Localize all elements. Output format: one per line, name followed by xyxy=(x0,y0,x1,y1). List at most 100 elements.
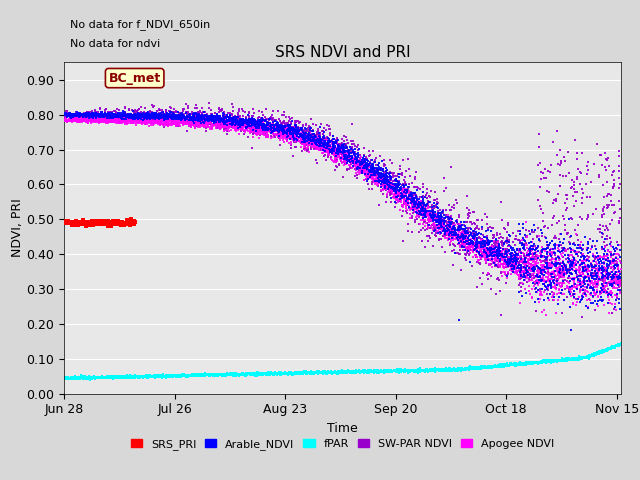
Point xyxy=(511,263,521,271)
Point xyxy=(140,372,150,380)
Point xyxy=(304,141,314,148)
Point xyxy=(305,136,316,144)
Point xyxy=(426,211,436,218)
Point xyxy=(104,110,114,118)
Point xyxy=(478,236,488,243)
Point xyxy=(509,269,519,276)
Point xyxy=(590,280,600,288)
Point xyxy=(563,270,573,277)
Point xyxy=(213,119,223,126)
Point xyxy=(543,356,554,364)
Point xyxy=(499,254,509,262)
Point xyxy=(358,368,368,376)
Point xyxy=(159,372,170,380)
Point xyxy=(98,373,108,381)
Point xyxy=(387,169,397,177)
Point xyxy=(287,127,298,135)
Point xyxy=(410,205,420,213)
Point xyxy=(437,219,447,227)
Point xyxy=(572,283,582,290)
Point xyxy=(548,357,558,365)
Point xyxy=(172,372,182,380)
Point xyxy=(189,117,200,124)
Point xyxy=(77,115,87,122)
Point xyxy=(259,370,269,378)
Point xyxy=(444,367,454,375)
Point xyxy=(154,115,164,122)
Point xyxy=(324,369,335,376)
Point xyxy=(438,226,449,234)
Point xyxy=(194,111,204,119)
Point xyxy=(508,268,518,276)
Point xyxy=(159,118,170,126)
Point xyxy=(231,121,241,129)
Point xyxy=(159,120,169,127)
Point xyxy=(143,372,153,380)
Point xyxy=(570,356,580,363)
Point xyxy=(360,167,371,175)
Point xyxy=(558,266,568,274)
Point xyxy=(282,130,292,138)
Point xyxy=(490,245,500,253)
Point xyxy=(330,138,340,145)
Point xyxy=(65,375,76,383)
Point xyxy=(263,124,273,132)
Point xyxy=(195,372,205,380)
Point xyxy=(61,374,72,382)
Point xyxy=(558,245,568,252)
Point xyxy=(360,368,370,375)
Point xyxy=(175,113,186,120)
Point xyxy=(540,274,550,281)
Point xyxy=(288,129,298,137)
Point xyxy=(227,123,237,131)
Point xyxy=(186,116,196,124)
Point xyxy=(294,131,304,138)
Point xyxy=(543,167,554,175)
Point xyxy=(356,367,366,375)
Point xyxy=(314,132,324,140)
Point xyxy=(483,246,493,254)
Point xyxy=(595,288,605,295)
Point xyxy=(227,371,237,378)
Point xyxy=(238,120,248,127)
Point xyxy=(363,175,373,183)
Point xyxy=(299,129,309,136)
Point xyxy=(439,218,449,226)
Point xyxy=(484,362,495,370)
Point xyxy=(94,111,104,119)
Point xyxy=(222,118,232,125)
Point xyxy=(212,115,222,123)
Point xyxy=(380,179,390,186)
Point xyxy=(131,112,141,120)
Point xyxy=(138,113,148,121)
Point xyxy=(565,233,575,241)
Point xyxy=(235,370,245,377)
Point xyxy=(314,367,324,375)
Point xyxy=(142,117,152,124)
Point xyxy=(425,212,435,219)
Point xyxy=(268,127,278,135)
Point xyxy=(435,235,445,243)
Point xyxy=(230,117,240,124)
Point xyxy=(269,117,280,125)
Point xyxy=(268,129,278,136)
Point xyxy=(580,272,590,280)
Point xyxy=(241,370,251,377)
Point xyxy=(481,247,491,254)
Point xyxy=(386,198,396,206)
Point xyxy=(365,168,375,176)
Point xyxy=(581,180,591,188)
Point xyxy=(609,263,619,271)
Point xyxy=(532,244,543,252)
Point xyxy=(591,253,601,261)
Point xyxy=(487,252,497,259)
Point xyxy=(189,124,200,132)
Point xyxy=(397,193,407,201)
Point xyxy=(461,256,471,264)
Point xyxy=(614,277,625,285)
Point xyxy=(231,128,241,135)
Point xyxy=(387,169,397,177)
Point xyxy=(519,270,529,278)
Point xyxy=(115,119,125,126)
Point xyxy=(424,221,434,228)
